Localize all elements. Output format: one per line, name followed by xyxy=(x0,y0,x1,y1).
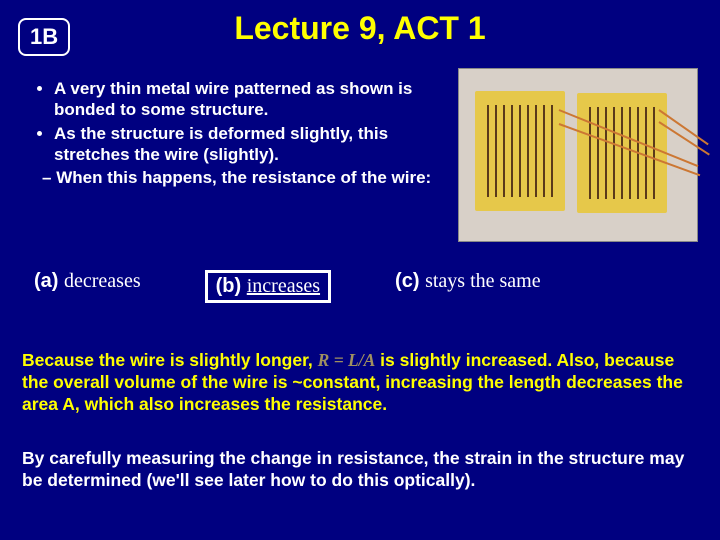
bullet-1: A very thin metal wire patterned as show… xyxy=(54,78,436,121)
explanation-1: Because the wire is slightly longer, R =… xyxy=(22,350,702,416)
slide-title: Lecture 9, ACT 1 xyxy=(0,10,720,47)
bullet-3: – When this happens, the resistance of t… xyxy=(36,167,436,188)
answer-b-selected: (b) increases xyxy=(205,270,331,303)
answer-a: (a) decreases xyxy=(34,270,141,303)
answer-row: (a) decreases (b) increases (c) stays th… xyxy=(34,270,694,303)
answer-c: (c) stays the same xyxy=(395,270,541,303)
bullet-list: A very thin metal wire patterned as show… xyxy=(36,78,436,190)
gauge-right xyxy=(577,93,667,213)
bullet-2: As the structure is deformed slightly, t… xyxy=(54,123,436,166)
gauge-left xyxy=(475,91,565,211)
strain-gauge-photo xyxy=(458,68,698,242)
explanation-2: By carefully measuring the change in res… xyxy=(22,448,702,492)
